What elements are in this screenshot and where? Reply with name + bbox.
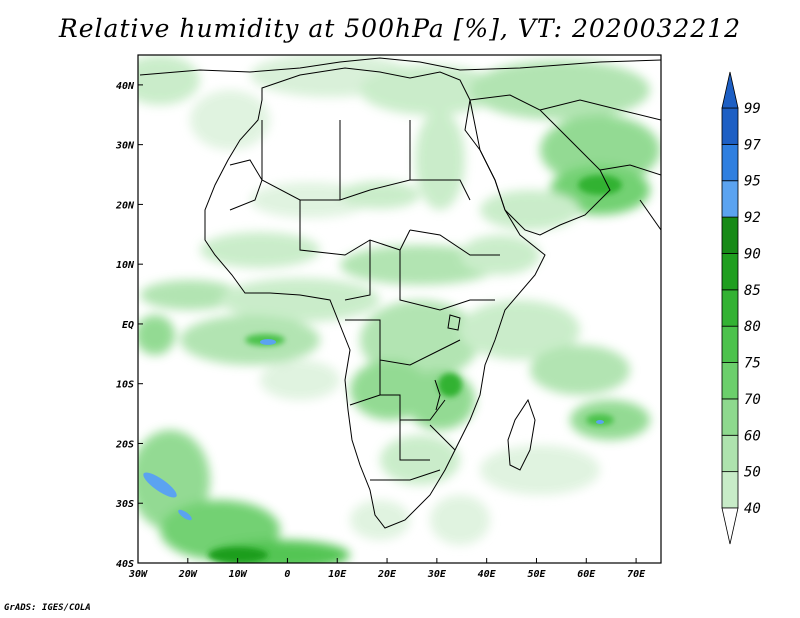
- map-frame: [137, 54, 662, 564]
- y-tick-label: 40N: [116, 81, 135, 92]
- high-humidity-patch: [143, 472, 177, 498]
- y-tick-label: 30S: [115, 499, 134, 510]
- y-tick-label: 20N: [115, 200, 135, 211]
- colorbar: 40 50 60 70 75 80 85 90 92 95 97 99: [721, 71, 761, 545]
- colorbar-segment: [721, 434, 739, 473]
- x-tick-label: 60E: [577, 569, 596, 580]
- coastlines: [139, 57, 661, 529]
- colorbar-segment: [721, 253, 739, 291]
- high-humidity-patch: [178, 509, 192, 521]
- high-humidity-patch: [596, 420, 604, 424]
- x-axis: 30W 20W 10W 0 10E 20E 30E 40E 50E 60E 70E: [128, 558, 646, 580]
- colorbar-segment: [721, 289, 739, 327]
- colorbar-label: 50: [744, 465, 761, 481]
- colorbar-label: 60: [744, 428, 761, 444]
- colorbar-label: 75: [744, 356, 761, 372]
- x-tick-label: 30E: [427, 569, 447, 580]
- map-title: Relative humidity at 500hPa [%], VT: 202…: [58, 14, 742, 43]
- colorbar-label: 40: [744, 501, 761, 517]
- x-tick-label: 70E: [627, 569, 646, 580]
- colorbar-segment: [721, 107, 739, 145]
- colorbar-segment: [721, 362, 739, 400]
- colorbar-upper-extend: [721, 71, 739, 109]
- y-tick-label: EQ: [122, 320, 134, 331]
- x-tick-label: 30W: [128, 569, 148, 580]
- colorbar-label: 85: [744, 283, 761, 299]
- colorbar-label: 97: [744, 137, 761, 153]
- x-tick-label: 50E: [527, 569, 546, 580]
- y-tick-label: 10N: [116, 260, 135, 271]
- x-tick-label: 20W: [178, 569, 198, 580]
- colorbar-segment: [721, 471, 739, 509]
- x-tick-label: 10E: [328, 569, 347, 580]
- y-tick-label: 10S: [116, 380, 134, 391]
- colorbar-label: 90: [744, 246, 761, 262]
- humidity-field: [138, 55, 660, 563]
- colorbar-segment: [721, 398, 739, 436]
- x-tick-label: 0: [284, 569, 290, 580]
- colorbar-lower-extend: [721, 507, 739, 545]
- y-axis: 40N 30N 20N 10N EQ 10S 20S 30S 40S: [115, 81, 143, 570]
- x-tick-label: 40E: [478, 569, 497, 580]
- colorbar-segment: [721, 216, 739, 254]
- y-tick-label: 30N: [115, 141, 135, 152]
- footer-credit: GrADS: IGES/COLA: [4, 603, 91, 613]
- x-tick-label: 10W: [229, 569, 248, 580]
- y-tick-label: 20S: [115, 439, 134, 450]
- y-tick-label: 40S: [116, 559, 134, 570]
- x-tick-label: 20E: [377, 569, 397, 580]
- colorbar-label: 80: [744, 319, 761, 335]
- colorbar-label: 70: [744, 392, 761, 408]
- colorbar-segment: [721, 180, 739, 218]
- colorbar-label: 95: [744, 174, 761, 190]
- colorbar-label: 92: [744, 210, 761, 226]
- high-humidity-patch: [260, 339, 276, 345]
- colorbar-segment: [721, 143, 739, 182]
- colorbar-segment: [721, 325, 739, 363]
- colorbar-label: 99: [744, 101, 761, 117]
